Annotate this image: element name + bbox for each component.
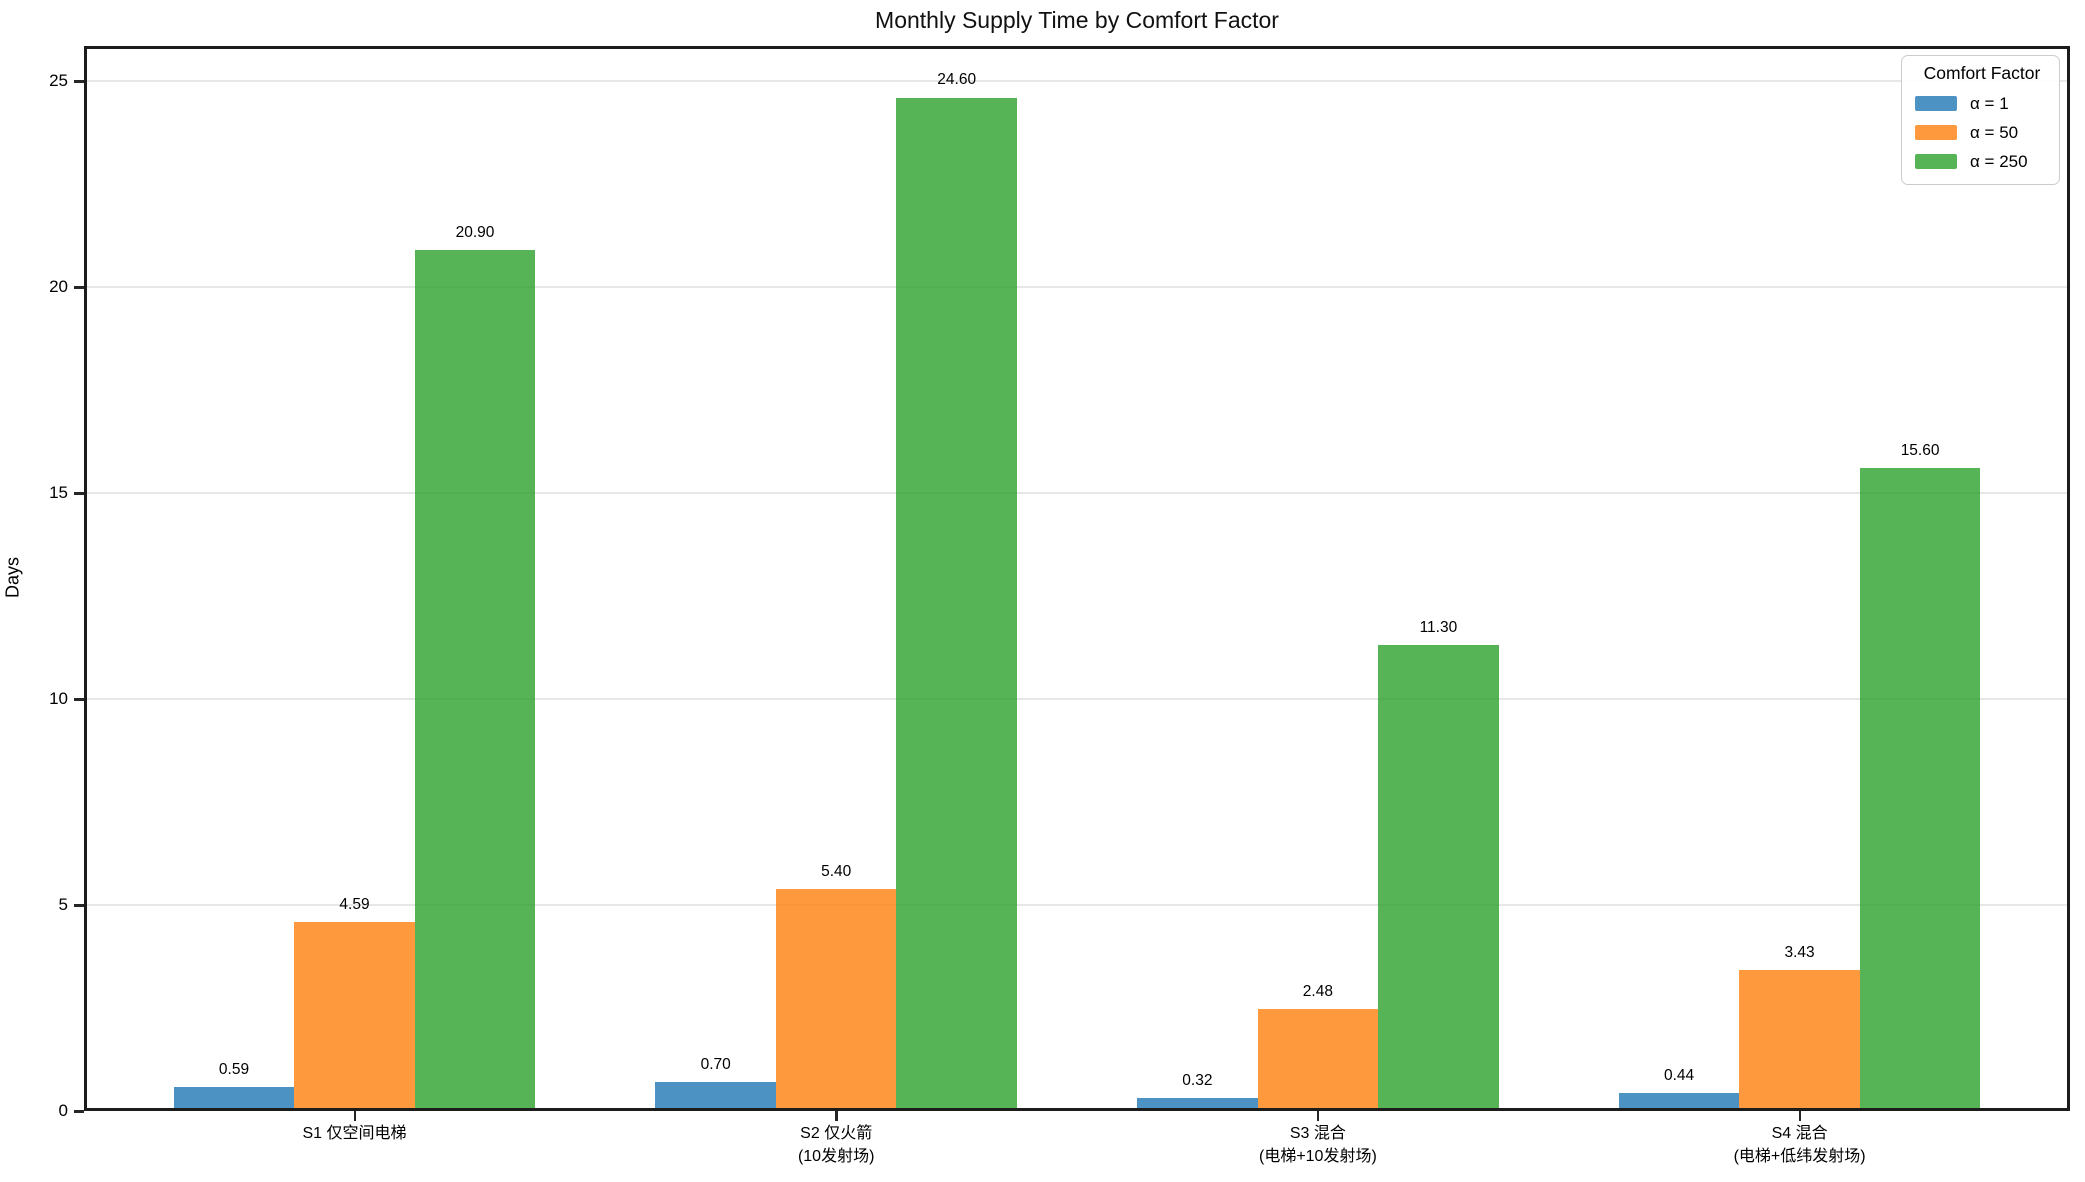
legend-swatch-icon [1915,125,1957,140]
bar-α=250 [1859,468,1981,1111]
x-tick-label: S4 混合 (电梯+低纬发射场) [1733,1125,1866,1165]
gridline [84,492,2070,494]
x-tick-mark [1316,1111,1320,1121]
y-tick-label: 10 [49,689,68,708]
bar-value-label: 5.40 [821,862,852,880]
legend-swatch-icon [1915,154,1957,169]
bar-value-label: 2.48 [1302,982,1333,1000]
gridline [84,286,2070,288]
y-tick-label: 5 [58,895,68,914]
legend-row: α = 250 [1915,147,2049,176]
x-tick-mark [835,1111,838,1121]
bar-value-label: 4.59 [339,895,370,913]
bar-α=50 [1257,1008,1379,1111]
y-tick-mark [74,904,84,907]
gridline [84,80,2070,83]
y-tick-mark [74,1110,84,1113]
bar-α=1 [655,1082,776,1111]
legend-row: α = 1 [1915,89,2049,118]
bar-α=1 [1618,1092,1740,1111]
x-tick-label: S1 仅空间电梯 [302,1125,407,1142]
y-tick-mark [74,492,84,495]
y-tick-mark [74,80,84,83]
bar-value-label: 20.90 [455,223,495,241]
legend-label: α = 1 [1970,93,2009,113]
bar-α=1 [173,1086,295,1111]
x-tick-mark [353,1111,356,1121]
bar-α=50 [775,888,897,1111]
bar-α=250 [896,97,1017,1111]
y-tick-label: 20 [49,277,68,296]
bar-α=250 [414,249,536,1111]
y-tick-label: 25 [49,71,68,91]
bar-α=50 [1739,969,1860,1111]
y-axis-label: Days [2,557,23,599]
bar-value-label: 0.32 [1182,1071,1213,1089]
y-tick-label: 0 [58,1101,68,1120]
x-tick-label: S2 仅火箭 (10发射场) [797,1125,875,1165]
bar-α=250 [1378,645,1499,1111]
x-tick-mark [1798,1111,1802,1121]
y-tick-label: 15 [49,483,68,502]
bar-value-label: 3.43 [1784,943,1815,961]
bar-α=1 [1137,1097,1258,1111]
bar-value-label: 0.70 [700,1056,731,1074]
bar-value-label: 15.60 [1900,442,1940,460]
legend-row: α = 50 [1915,118,2049,147]
legend-label: α = 250 [1970,151,2028,171]
gridline [84,904,2070,906]
x-tick-label: S3 混合 (电梯+10发射场) [1258,1125,1377,1165]
bar-value-label: 24.60 [937,71,977,89]
y-tick-mark [74,286,84,289]
gridline [84,698,2070,700]
grid-layer [84,46,2070,1111]
y-tick-mark [74,698,84,701]
legend-title: Comfort Factor [1923,63,2041,83]
bar-value-label: 0.59 [218,1060,250,1078]
legend-label: α = 50 [1970,122,2019,142]
bar-value-label: 11.30 [1419,619,1458,637]
legend-swatch-icon [1915,96,1957,111]
bars-layer: 0.59 0.70 0.32 0.44 4.59 5.40 2.48 3.43 20.90 24.… [84,46,2070,1111]
legend: Comfort Factor α = 1 α = 50 α = 250 [1901,55,2060,185]
bar-value-label: 0.44 [1664,1066,1695,1084]
bar-α=50 [294,921,415,1111]
chart-title: Monthly Supply Time by Comfort Factor [875,7,1279,33]
